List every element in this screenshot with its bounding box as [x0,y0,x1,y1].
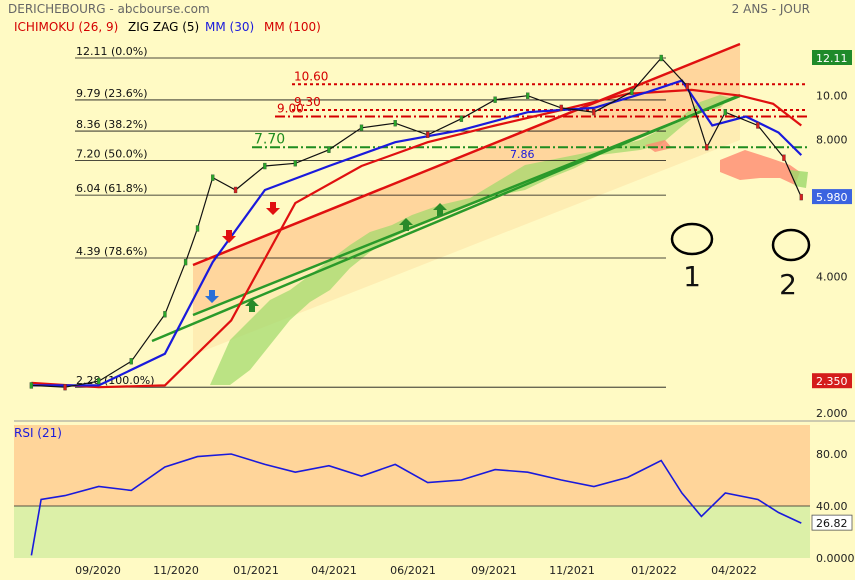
price-point-18 [559,104,563,112]
price-point-4 [163,311,167,318]
level-label-1: 9.30 [294,95,321,109]
channel-bottom-line [151,93,741,343]
x-tick-2: 01/2021 [233,564,279,577]
annotation-circle-1 [670,222,714,256]
level-label-0: 10.60 [294,69,328,83]
price-point-13 [393,120,397,127]
fib-label-0: 12.11 (0.0%) [76,45,148,58]
buy-arrow-2 [399,218,413,231]
x-tick-3: 04/2021 [311,564,357,577]
price-point-21 [659,54,663,62]
x-tick-5: 09/2021 [471,564,517,577]
indicator-legend-3: MM (100) [264,20,321,34]
ma100-line [31,88,802,389]
price-tick-box-0 [812,50,852,65]
price-point-5 [183,258,188,266]
price-tick-6: 2.000 [816,407,848,420]
price-point-7 [211,174,215,181]
buy-arrow-1 [245,299,259,312]
rsi-tick-box-2 [811,514,853,531]
price-point-10 [293,160,297,167]
price-point-17 [526,92,530,99]
indicator-legend-0: ICHIMOKU (26, 9) [14,20,118,34]
price-point-1 [63,384,67,391]
price-tick-3: 5.980 [816,191,848,204]
price-tick-5: 2.350 [816,375,848,388]
ichimoku-cloud-bull [210,95,730,385]
channel-upper-band [193,44,740,315]
chart-title: DERICHEBOURG - abcbourse.com [8,2,210,16]
level-label-2: 9.00 [277,102,304,116]
price-point-3 [129,358,133,365]
price-tick-box-5 [812,373,852,389]
price-tick-4: 4.000 [816,270,848,283]
price-point-11 [327,146,331,153]
rsi-tick-3: 0.0000 [816,552,855,565]
price-point-2 [97,378,101,385]
price-point-9 [263,162,267,170]
signal-arrow-blue [205,290,219,303]
price-point-22 [685,82,689,90]
price-point-25 [756,122,760,129]
fib-label-1: 9.79 (23.6%) [76,87,148,100]
price-point-23 [705,144,709,151]
price-point-0 [29,382,34,389]
fib-label-4: 6.04 (61.8%) [76,182,148,195]
x-tick-1: 11/2020 [153,564,199,577]
ma-value-label: 7.86 [510,148,535,161]
ma30-line [31,79,803,387]
rsi-overbought-zone [14,425,810,506]
annotation-label-2: 2 [779,268,797,301]
channel-top-line [192,42,741,267]
x-tick-4: 06/2021 [390,564,436,577]
price-point-24 [723,109,727,116]
price-tick-0: 12.11 [816,52,848,65]
price-point-19 [592,109,596,116]
x-tick-0: 09/2020 [75,564,121,577]
x-tick-7: 01/2022 [631,564,677,577]
price-tick-1: 10.00 [816,90,848,103]
price-point-26 [782,154,786,161]
rsi-tick-0: 80.00 [816,448,848,461]
indicator-legend-2: MM (30) [205,20,254,34]
buy-arrow-3 [433,203,447,216]
ichimoku-cloud-bear-1 [645,140,672,152]
fib-label-5: 4.39 (78.6%) [76,245,148,258]
price-point-12 [359,124,364,131]
x-tick-6: 11/2021 [549,564,595,577]
rsi-tick-2: 26.82 [816,517,848,530]
rsi-oversold-zone [14,506,810,558]
sell-arrow-1 [222,230,236,243]
fib-label-3: 7.20 (50.0%) [76,147,148,160]
price-point-27 [799,193,803,201]
indicator-legend-1: ZIG ZAG (5) [128,20,199,34]
period-label: 2 ANS - JOUR [732,2,810,16]
level-label-3: 7.70 [254,131,285,147]
fib-label-2: 8.36 (38.2%) [76,118,148,131]
annotation-circle-2 [771,228,811,262]
price-point-6 [195,225,200,232]
price-point-8 [233,186,238,194]
sell-arrow-2 [266,202,280,215]
price-tick-box-3 [812,189,852,205]
price-point-16 [493,96,497,103]
x-tick-8: 04/2022 [711,564,757,577]
fib-label-6: 2.28 (100.0%) [76,374,155,387]
price-point-14 [426,131,430,139]
price-line [31,57,802,388]
rsi-tick-1: 40.00 [816,500,848,513]
price-point-20 [630,88,634,95]
ichimoku-cloud-bull-2 [790,170,808,188]
ichimoku-cloud-bear-2 [720,150,800,185]
rsi-title: RSI (21) [14,426,62,440]
annotation-label-1: 1 [683,260,701,293]
rsi-line [30,453,802,556]
price-point-15 [459,115,464,122]
price-tick-2: 8.000 [816,134,848,147]
